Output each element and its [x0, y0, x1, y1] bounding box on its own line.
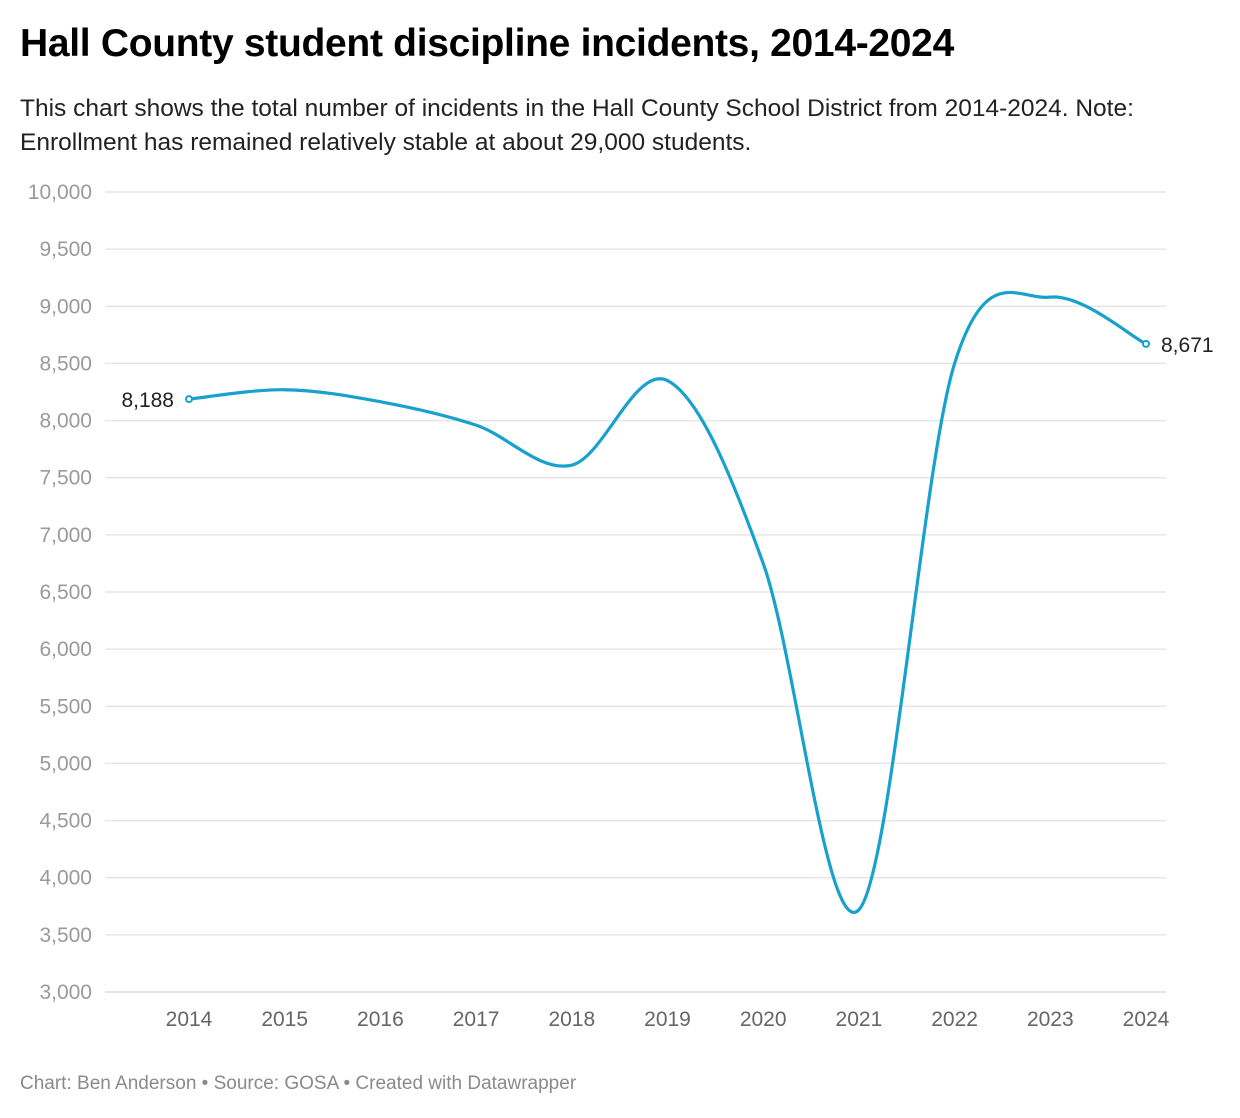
- data-label: 8,671: [1161, 334, 1214, 357]
- x-tick-label: 2019: [644, 1008, 691, 1031]
- x-tick-label: 2023: [1027, 1008, 1074, 1031]
- y-tick-label: 7,500: [39, 467, 92, 490]
- y-tick-label: 6,500: [39, 581, 92, 604]
- y-tick-label: 8,000: [39, 410, 92, 433]
- y-tick-label: 5,500: [39, 695, 92, 718]
- y-tick-label: 5,000: [39, 752, 92, 775]
- y-tick-label: 7,000: [39, 524, 92, 547]
- y-tick-label: 3,000: [39, 981, 92, 1004]
- chart-footer: Chart: Ben Anderson • Source: GOSA • Cre…: [20, 1073, 577, 1094]
- x-tick-label: 2024: [1123, 1008, 1170, 1031]
- x-tick-label: 2020: [740, 1008, 787, 1031]
- x-tick-label: 2018: [548, 1008, 595, 1031]
- y-tick-label: 9,500: [39, 238, 92, 261]
- y-tick-label: 3,500: [39, 924, 92, 947]
- y-tick-label: 9,000: [39, 295, 92, 318]
- y-tick-label: 10,000: [28, 181, 92, 204]
- x-tick-label: 2016: [357, 1008, 404, 1031]
- x-tick-label: 2022: [931, 1008, 978, 1031]
- chart-subtitle: This chart shows the total number of inc…: [20, 95, 1134, 156]
- data-label: 8,188: [121, 389, 174, 412]
- y-tick-label: 8,500: [39, 352, 92, 375]
- data-point: [185, 395, 193, 404]
- x-tick-label: 2014: [166, 1008, 213, 1031]
- series-line: [187, 290, 1148, 914]
- x-tick-label: 2021: [836, 1008, 883, 1031]
- chart-title: Hall County student discipline incidents…: [20, 22, 954, 65]
- y-tick-label: 4,000: [39, 867, 92, 890]
- y-tick-label: 4,500: [39, 810, 92, 833]
- data-point: [1142, 339, 1150, 348]
- y-tick-label: 6,000: [39, 638, 92, 661]
- x-tick-label: 2015: [261, 1008, 308, 1031]
- x-tick-label: 2017: [453, 1008, 500, 1031]
